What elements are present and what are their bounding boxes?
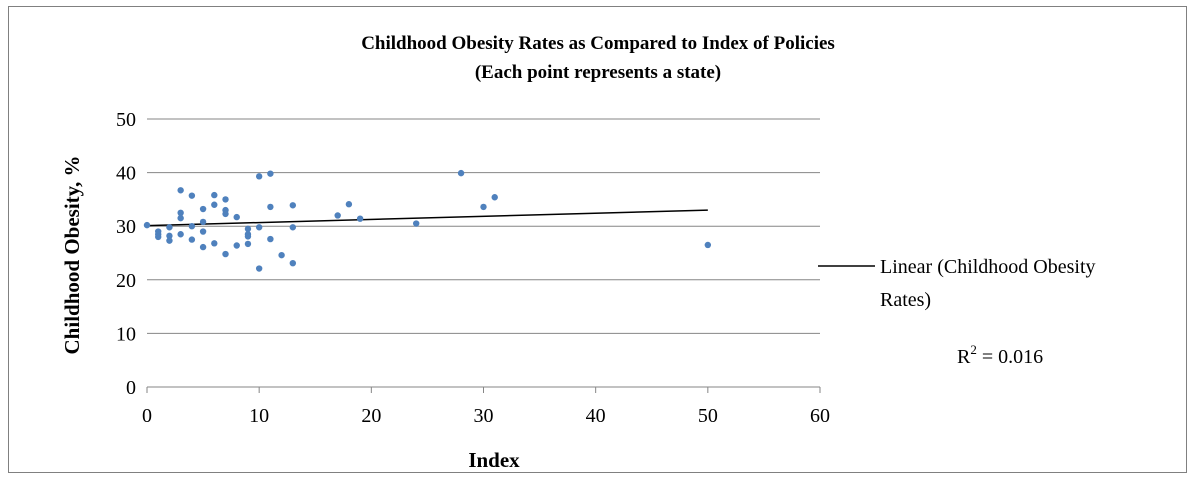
data-point [222, 250, 229, 258]
data-points [143, 169, 712, 272]
y-axis-title: Childhood Obesity, % [60, 156, 84, 355]
data-point [255, 173, 263, 180]
y-tick-label: 20 [116, 270, 136, 292]
y-tick-label: 0 [126, 377, 136, 399]
data-point [199, 243, 207, 251]
data-point [143, 221, 151, 229]
data-point [166, 232, 173, 240]
data-point [244, 225, 252, 233]
data-point [177, 214, 184, 222]
data-point [188, 223, 196, 230]
data-point [267, 170, 274, 177]
chart-subtitle: (Each point represents a state) [475, 62, 721, 83]
data-point [704, 241, 712, 249]
data-point [244, 240, 252, 248]
linear-trendline [146, 209, 708, 227]
data-point [199, 205, 207, 213]
data-point [155, 233, 162, 241]
data-point [255, 224, 263, 231]
data-point [188, 236, 196, 243]
data-point [267, 203, 274, 211]
data-point [480, 203, 487, 211]
data-point [211, 201, 218, 208]
x-tick-label: 60 [810, 405, 830, 427]
data-point [166, 224, 173, 231]
data-point [278, 251, 285, 259]
x-tick-label: 0 [142, 405, 152, 427]
data-point [188, 192, 196, 199]
data-point [289, 202, 297, 209]
y-tick-label: 10 [116, 323, 136, 345]
chart-frame [8, 6, 1187, 473]
legend-label-line1: Linear (Childhood Obesity [880, 256, 1096, 278]
x-axis-title: Index [468, 448, 520, 472]
data-point [289, 224, 297, 231]
data-point [244, 233, 252, 240]
data-point [491, 194, 498, 201]
data-point [356, 215, 364, 222]
r-squared-label: R2 = 0.016 [957, 342, 1043, 368]
y-tick-labels: 0 10 20 30 40 50 [116, 109, 136, 399]
data-point [457, 169, 465, 177]
y-tick-label: 50 [116, 109, 136, 131]
data-point [222, 210, 229, 218]
data-point [233, 242, 240, 249]
legend-label-line2: Rates) [880, 289, 931, 311]
data-point [211, 191, 218, 199]
data-point [177, 231, 184, 238]
data-point [177, 187, 184, 194]
data-point [334, 212, 341, 219]
x-tick-label: 30 [474, 405, 494, 427]
x-tick-label: 50 [698, 405, 718, 427]
x-tick-labels: 0 10 20 30 40 50 60 [142, 405, 830, 427]
gridlines [146, 118, 821, 393]
data-point [289, 259, 297, 267]
data-point [199, 228, 207, 235]
trendline-group [146, 209, 708, 227]
x-tick-label: 20 [361, 405, 381, 427]
data-point [413, 220, 420, 227]
data-point [267, 235, 274, 243]
data-point [222, 196, 229, 203]
data-point [199, 218, 207, 226]
y-tick-label: 40 [116, 163, 136, 185]
data-point [166, 237, 173, 244]
data-point [345, 201, 353, 208]
data-point [211, 240, 218, 247]
data-point [177, 209, 184, 216]
y-tick-label: 30 [116, 216, 136, 238]
chart-title: Childhood Obesity Rates as Compared to I… [361, 33, 835, 54]
x-tick-label: 40 [586, 405, 606, 427]
data-point [255, 265, 263, 272]
data-point [233, 213, 240, 221]
x-tick-label: 10 [249, 405, 269, 427]
